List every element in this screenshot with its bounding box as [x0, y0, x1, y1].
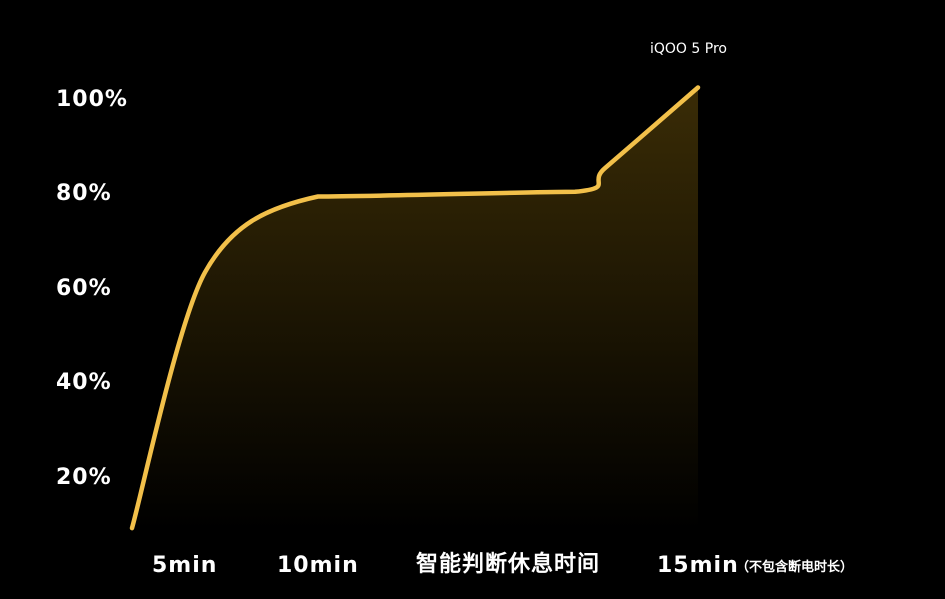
- y-tick-label: 80%: [56, 181, 112, 206]
- x-tick-label: 5min: [152, 553, 217, 578]
- x-axis-note: （不包含断电时长）: [736, 559, 853, 575]
- series-label: iQOO 5 Pro: [650, 41, 727, 57]
- y-tick-label: 40%: [56, 370, 112, 395]
- x-tick-label: 10min: [277, 553, 359, 578]
- y-axis: 100% 80% 60% 40% 20%: [56, 87, 128, 490]
- y-tick-label: 60%: [56, 276, 112, 301]
- x-tick-label: 智能判断休息时间: [416, 551, 600, 577]
- x-tick-label: 15min: [657, 553, 739, 578]
- charge-area-fill: [132, 87, 698, 530]
- y-tick-label: 100%: [56, 87, 128, 112]
- y-tick-label: 20%: [56, 465, 112, 490]
- x-axis: 5min 10min 智能判断休息时间 15min （不包含断电时长）: [152, 551, 853, 578]
- charge-curve-line: [129, 85, 701, 531]
